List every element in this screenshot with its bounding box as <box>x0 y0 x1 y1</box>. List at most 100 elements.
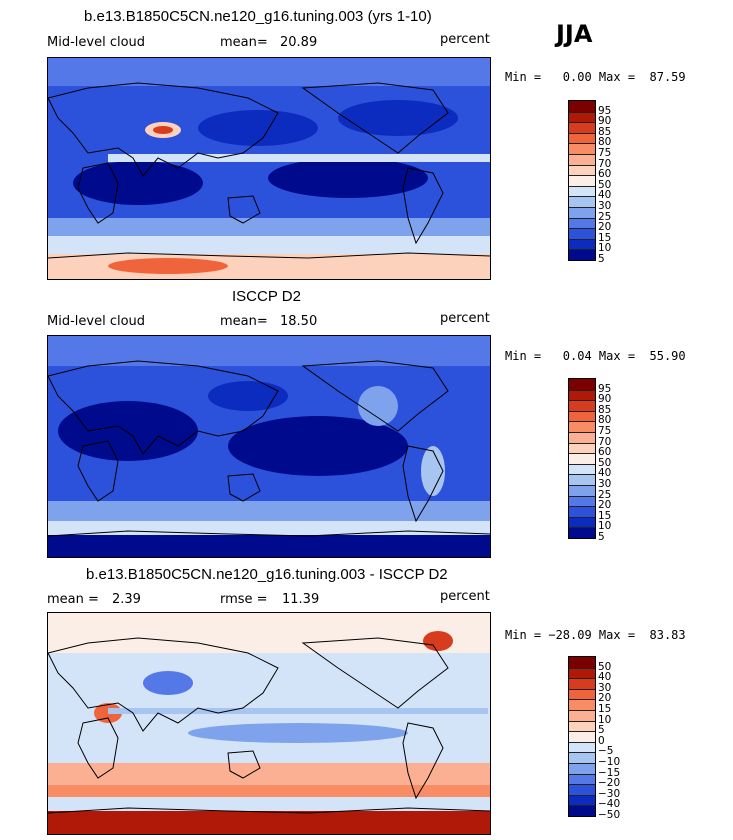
panel3-south-america <box>402 722 444 800</box>
panel3-colorbar-swatch <box>569 773 595 785</box>
panel3-africa <box>77 717 119 779</box>
panel2-antarctic-band <box>48 535 490 557</box>
panel1-south-pacific-minimum <box>268 158 428 198</box>
panel3-colorbar-tick-label: 50 <box>598 660 612 673</box>
panel1-australia <box>227 195 261 224</box>
panel2-colorbar-swatch <box>569 516 595 528</box>
panel2-mean-value: 18.50 <box>280 314 318 329</box>
panel2-antarctica <box>48 530 490 537</box>
panel2-map-svg <box>48 336 490 557</box>
panel2-north-america <box>301 360 449 432</box>
panel3-australia <box>227 750 261 779</box>
panel1-colorbar-swatch <box>569 164 595 176</box>
panel1-africa <box>77 162 119 224</box>
panel1-colorbar-swatch <box>569 153 595 165</box>
panel1-map-svg <box>48 58 490 279</box>
panel1-colorbar-swatch <box>569 238 595 250</box>
panel1-colorbar-tick-label: 25 <box>598 210 612 223</box>
panel3-colorbar-swatch <box>569 762 595 774</box>
panel2-colorbar-tick-label: 20 <box>598 499 612 512</box>
panel1-colorbar-tick-label: 30 <box>598 200 612 212</box>
panel2-colorbar-swatch <box>569 527 595 538</box>
panel1-colorbar-tick-label: 10 <box>598 242 612 255</box>
panel1-colorbar-tick-label: 70 <box>598 157 612 170</box>
panel1-colorbar-swatch <box>569 206 595 218</box>
panel3-colorbar-swatch <box>569 678 595 689</box>
panel3-arctic-band <box>48 613 490 653</box>
panel3-southern-positive-1 <box>48 763 490 785</box>
panel2-colorbar-swatch <box>569 463 595 475</box>
panel3-mean-value: 2.39 <box>112 592 141 607</box>
panel3-north-america <box>301 637 449 709</box>
panel1-north-america <box>301 82 449 154</box>
panel1-colorbar-swatch <box>569 143 595 154</box>
panel1-south-america <box>402 167 444 245</box>
panel1-title: b.e13.B1850C5CN.ne120_g16.tuning.003 (yr… <box>84 8 432 25</box>
panel1-colorbar-tick-label: 15 <box>598 231 612 244</box>
panel2-indian-ocean-minimum <box>58 401 198 461</box>
panel2-colorbar-swatch <box>569 495 595 507</box>
panel2-arctic-band <box>48 336 490 366</box>
panel1-colorbar-swatch <box>569 249 595 260</box>
panel1-itcz-band <box>108 154 490 162</box>
panel2-map <box>47 335 491 558</box>
panel3-title: b.e13.B1850C5CN.ne120_g16.tuning.003 - I… <box>86 566 448 583</box>
panel3-tibet-min <box>143 671 193 695</box>
panel1-southern-band-1 <box>48 218 490 236</box>
panel2-coastlines <box>48 360 490 537</box>
panel3-colorbar-tick-label: −30 <box>598 787 621 800</box>
panel3-colorbar-swatch <box>569 709 595 721</box>
panel3-colorbar-tick-label: 20 <box>598 692 612 705</box>
panel2-colorbar-swatch <box>569 400 595 411</box>
panel3-minmax: Min = −28.09 Max = 83.83 <box>505 628 686 642</box>
panel2-colorbar-swatch <box>569 453 595 464</box>
panel3-map-svg <box>48 613 490 834</box>
panel2-colorbar-swatch <box>569 431 595 443</box>
panel3-pacific-negative <box>188 723 408 743</box>
panel2-colorbar-swatch <box>569 442 595 454</box>
panel3-colorbar-swatch <box>569 688 595 700</box>
panel1-indian-ocean-minimum <box>73 161 203 205</box>
panel1-colorbar-tick-label: 95 <box>598 104 612 117</box>
panel3-southern-band <box>48 797 490 811</box>
season-label: JJA <box>556 20 593 48</box>
panel1-eurasia <box>48 82 279 177</box>
panel3-antarctica <box>48 807 490 814</box>
panel2-minmax: Min = 0.04 Max = 55.90 <box>505 349 686 363</box>
panel3-colorbar-tick-label: 15 <box>598 703 612 715</box>
panel1-colorbar-swatch <box>569 217 595 229</box>
panel3-eurasia <box>48 637 279 732</box>
panel3-colorbar-tick-label: 5 <box>598 724 605 737</box>
panel2-southern-band-2 <box>48 521 490 535</box>
panel2-colorbar-tick-label: 90 <box>598 393 612 406</box>
panel2-colorbar-tick-label: 40 <box>598 467 612 480</box>
panel2-variable: Mid-level cloud <box>47 314 146 329</box>
panel1-mean-label: mean= <box>220 35 268 50</box>
panel2-pacific-minimum <box>228 416 408 476</box>
panel3-colorbar-swatch <box>569 720 595 732</box>
panel2-title: ISCCP D2 <box>232 288 301 305</box>
panel3-colorbar-tick-label: 10 <box>598 713 612 726</box>
panel3-units: percent <box>440 589 490 604</box>
panel1-colorbar-swatch <box>569 228 595 239</box>
panel1-tibet-plateau-2 <box>153 126 173 134</box>
panel3-colorbar-tick-label: 0 <box>598 734 605 747</box>
panel2-west-pacific-minimum <box>208 381 288 411</box>
panel2-colorbar <box>568 378 596 539</box>
panel1-colorbar-tick-label: 75 <box>598 147 612 159</box>
panel2-colorbar-tick-label: 95 <box>598 382 612 395</box>
panel2-colorbar-tick-label: 70 <box>598 435 612 448</box>
panel2-north-america-max <box>358 386 398 426</box>
panel1-units: percent <box>440 32 490 47</box>
panel3-southern-positive-2 <box>48 785 490 797</box>
panel2-south-america-max <box>421 446 445 496</box>
panel3-colorbar-swatch <box>569 699 595 710</box>
panel3-colorbar-swatch <box>569 741 595 753</box>
panel3-colorbar <box>568 656 596 817</box>
panel2-australia <box>227 473 261 502</box>
panel2-mean-label: mean= <box>220 314 268 329</box>
panel2-colorbar-swatch <box>569 484 595 496</box>
panel3-colorbar-tick-label: −40 <box>598 798 621 811</box>
panel1-colorbar-tick-label: 5 <box>598 253 605 265</box>
panel1-colorbar-tick-label: 20 <box>598 221 612 234</box>
